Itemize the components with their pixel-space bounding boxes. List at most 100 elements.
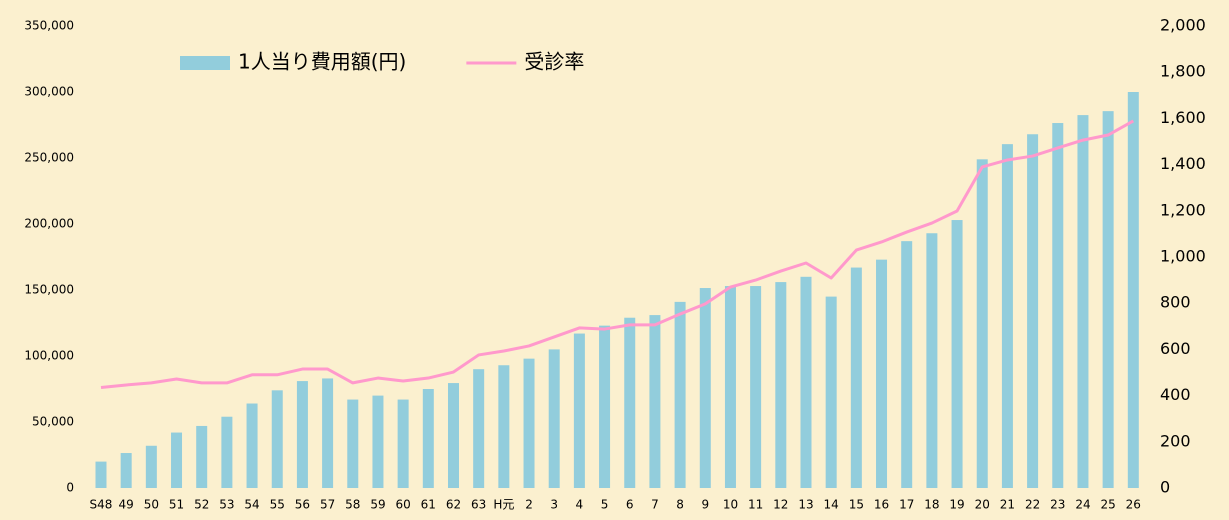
y2-tick-label: 400 xyxy=(1160,385,1191,404)
bar xyxy=(523,358,535,488)
x-tick-label: 52 xyxy=(194,498,209,512)
bar xyxy=(649,315,661,488)
bar xyxy=(1077,115,1089,488)
x-tick-label: 57 xyxy=(320,498,335,512)
x-tick-label: 22 xyxy=(1025,498,1040,512)
x-tick-label: 12 xyxy=(773,498,788,512)
x-tick-label: 9 xyxy=(701,498,709,512)
y2-tick-label: 2,000 xyxy=(1160,16,1206,35)
y2-tick-label: 600 xyxy=(1160,339,1191,358)
x-tick-label: 16 xyxy=(874,498,889,512)
x-tick-label: 53 xyxy=(219,498,234,512)
y2-tick-label: 1,200 xyxy=(1160,200,1206,219)
bar xyxy=(548,349,560,488)
x-tick-label: 58 xyxy=(345,498,360,512)
bar xyxy=(901,241,913,488)
x-tick-label: 56 xyxy=(295,498,310,512)
bar xyxy=(674,301,686,488)
bar xyxy=(296,381,308,488)
bar xyxy=(246,403,258,488)
y2-tick-label: 800 xyxy=(1160,293,1191,312)
x-tick-label: 5 xyxy=(601,498,609,512)
y-tick-label: 200,000 xyxy=(24,217,74,231)
bar xyxy=(372,395,384,488)
y-tick-label: 350,000 xyxy=(24,19,74,33)
x-tick-label: 19 xyxy=(949,498,964,512)
bar xyxy=(599,325,611,488)
x-tick-label: H元 xyxy=(493,498,514,512)
x-tick-label: 26 xyxy=(1126,498,1141,512)
x-tick-label: 51 xyxy=(169,498,184,512)
x-tick-label: 23 xyxy=(1050,498,1065,512)
bar xyxy=(825,296,837,488)
x-tick-label: 20 xyxy=(975,498,990,512)
x-tick-label: 63 xyxy=(471,498,486,512)
bar xyxy=(221,416,233,488)
line xyxy=(100,119,1135,390)
x-tick-label: 14 xyxy=(824,498,839,512)
legend-label: 受診率 xyxy=(524,50,584,74)
bar xyxy=(573,333,585,488)
bar xyxy=(1001,144,1013,488)
y-tick-label: 250,000 xyxy=(24,151,74,165)
y-tick-label: 300,000 xyxy=(24,85,74,99)
bar xyxy=(271,390,283,488)
x-tick-label: 55 xyxy=(270,498,285,512)
legend-swatch xyxy=(180,56,230,70)
bar xyxy=(322,378,334,488)
y2-tick-label: 1,800 xyxy=(1160,62,1206,81)
y-tick-label: 50,000 xyxy=(32,415,74,429)
bar xyxy=(397,399,409,488)
bar xyxy=(196,425,208,488)
x-tick-label: 21 xyxy=(1000,498,1015,512)
x-tick-label: 2 xyxy=(525,498,533,512)
bar xyxy=(447,383,459,488)
bar xyxy=(724,286,736,488)
y-tick-label: 150,000 xyxy=(24,283,74,297)
x-tick-label: 62 xyxy=(446,498,461,512)
x-tick-label: S48 xyxy=(90,498,113,512)
bar xyxy=(1052,123,1064,489)
bar xyxy=(976,159,988,488)
x-tick-label: 10 xyxy=(723,498,738,512)
x-tick-label: 59 xyxy=(370,498,385,512)
x-tick-label: 3 xyxy=(550,498,558,512)
bar xyxy=(171,432,183,488)
x-tick-label: 15 xyxy=(849,498,864,512)
x-tick-label: 54 xyxy=(244,498,259,512)
bar xyxy=(951,220,963,489)
x-tick-label: 50 xyxy=(144,498,159,512)
y2-tick-label: 1,600 xyxy=(1160,108,1206,127)
bar xyxy=(775,282,787,488)
y2-tick-label: 200 xyxy=(1160,431,1191,450)
bar xyxy=(850,267,862,488)
bar xyxy=(876,259,888,488)
bar xyxy=(750,286,762,488)
x-tick-label: 8 xyxy=(676,498,684,512)
x-tick-label: 61 xyxy=(421,498,436,512)
x-tick-label: 7 xyxy=(651,498,659,512)
bar xyxy=(624,317,636,488)
bar xyxy=(347,399,359,488)
y2-tick-label: 1,400 xyxy=(1160,154,1206,173)
x-tick-label: 17 xyxy=(899,498,914,512)
x-tick-label: 24 xyxy=(1075,498,1090,512)
bar xyxy=(1127,92,1139,488)
bar xyxy=(422,389,434,488)
y2-tick-label: 0 xyxy=(1160,478,1170,497)
x-tick-label: 13 xyxy=(798,498,813,512)
y-tick-label: 0 xyxy=(66,481,74,495)
x-tick-label: 25 xyxy=(1100,498,1115,512)
bar xyxy=(120,453,132,488)
x-tick-label: 6 xyxy=(626,498,634,512)
bar xyxy=(1102,111,1114,488)
bar xyxy=(926,233,938,488)
x-tick-label: 11 xyxy=(748,498,763,512)
bar xyxy=(800,276,812,488)
bar xyxy=(145,445,157,488)
bar xyxy=(699,288,711,488)
x-tick-label: 4 xyxy=(576,498,584,512)
